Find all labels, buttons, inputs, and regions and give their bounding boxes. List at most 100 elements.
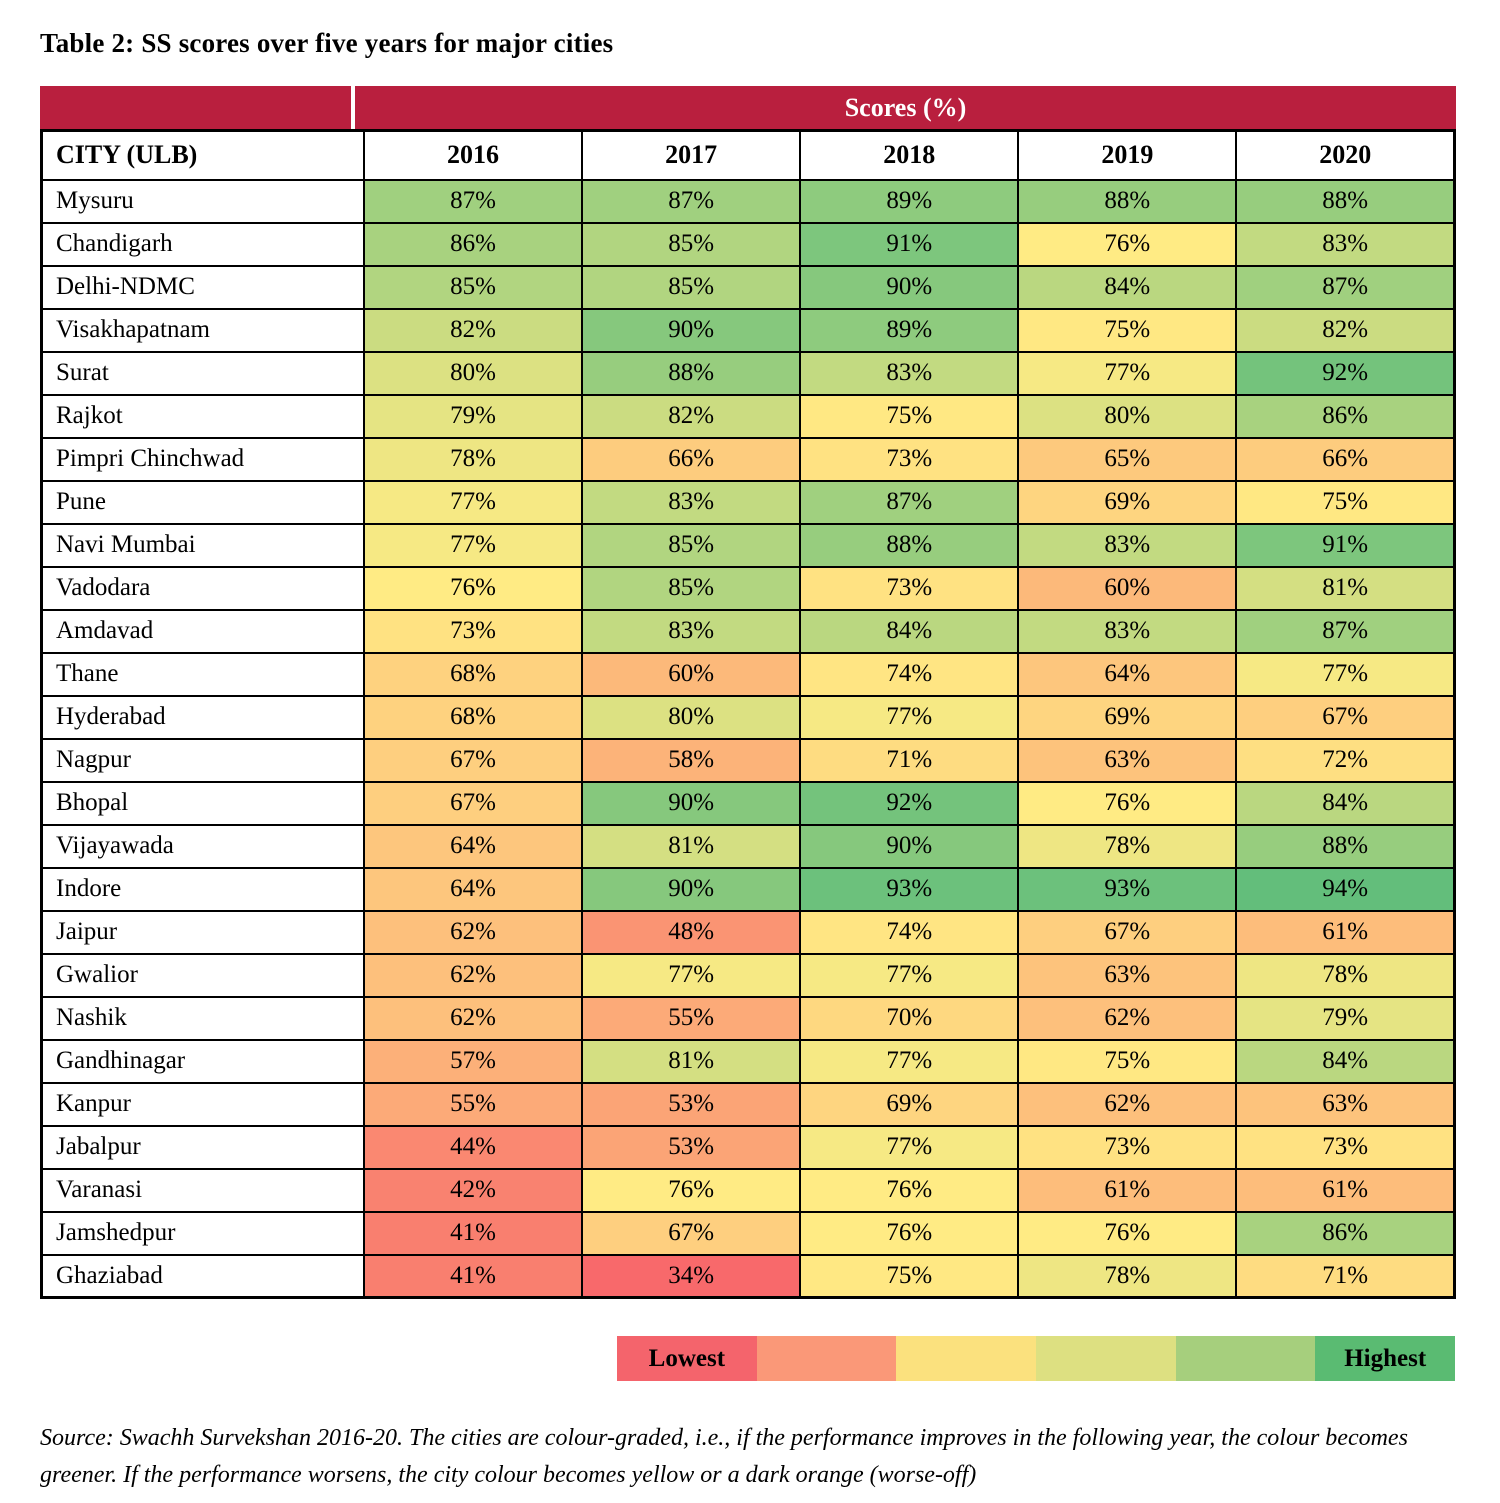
score-cell: 88% — [1017, 178, 1238, 224]
city-name: Pimpri Chinchwad — [40, 436, 365, 482]
score-cell: 85% — [581, 264, 802, 310]
score-cell: 71% — [1235, 1253, 1456, 1299]
score-cell: 64% — [362, 823, 584, 869]
city-name: Nagpur — [40, 737, 365, 783]
city-name: Visakhapatnam — [40, 307, 365, 353]
score-cell: 41% — [362, 1253, 584, 1299]
legend-swatch-2 — [756, 1336, 897, 1381]
table-row: Varanasi 42% 76% 76% 61% 61% — [40, 1167, 1456, 1213]
year-header-2020: 2020 — [1235, 129, 1456, 181]
score-cell: 82% — [581, 393, 802, 439]
year-header-2016: 2016 — [362, 129, 584, 181]
city-name: Kanpur — [40, 1081, 365, 1127]
table-row: Bhopal 67% 90% 92% 76% 84% — [40, 780, 1456, 826]
table-row: Chandigarh 86% 85% 91% 76% 83% — [40, 221, 1456, 267]
score-cell: 90% — [799, 823, 1020, 869]
column-header-row: CITY (ULB) 2016 2017 2018 2019 2020 — [40, 129, 1456, 181]
score-cell: 91% — [799, 221, 1020, 267]
score-cell: 89% — [799, 178, 1020, 224]
score-cell: 53% — [581, 1081, 802, 1127]
score-cell: 75% — [799, 1253, 1020, 1299]
score-cell: 77% — [799, 694, 1020, 740]
score-cell: 66% — [581, 436, 802, 482]
score-cell: 62% — [1017, 995, 1238, 1041]
score-cell: 78% — [1235, 952, 1456, 998]
table-row: Jabalpur 44% 53% 77% 73% 73% — [40, 1124, 1456, 1170]
score-cell: 79% — [362, 393, 584, 439]
legend-swatch-3 — [896, 1336, 1037, 1381]
score-cell: 87% — [581, 178, 802, 224]
score-cell: 84% — [1235, 1038, 1456, 1084]
score-cell: 77% — [362, 479, 584, 525]
table-row: Nashik 62% 55% 70% 62% 79% — [40, 995, 1456, 1041]
score-cell: 85% — [362, 264, 584, 310]
score-cell: 81% — [581, 823, 802, 869]
score-cell: 84% — [1235, 780, 1456, 826]
score-cell: 62% — [362, 909, 584, 955]
source-note: Source: Swachh Survekshan 2016-20. The c… — [40, 1425, 1408, 1489]
score-cell: 73% — [1017, 1124, 1238, 1170]
city-name: Gwalior — [40, 952, 365, 998]
score-cell: 76% — [1017, 1210, 1238, 1256]
score-cell: 63% — [1017, 952, 1238, 998]
score-cell: 61% — [1235, 909, 1456, 955]
city-name: Jaipur — [40, 909, 365, 955]
score-cell: 87% — [1235, 608, 1456, 654]
score-cell: 70% — [799, 995, 1020, 1041]
score-cell: 67% — [362, 737, 584, 783]
score-cell: 61% — [1235, 1167, 1456, 1213]
score-cell: 79% — [1235, 995, 1456, 1041]
score-cell: 74% — [799, 909, 1020, 955]
city-name: Hyderabad — [40, 694, 365, 740]
table-row: Surat 80% 88% 83% 77% 92% — [40, 350, 1456, 396]
score-cell: 74% — [799, 651, 1020, 697]
city-name: Navi Mumbai — [40, 522, 365, 568]
legend-swatch-5 — [1175, 1336, 1316, 1381]
score-cell: 93% — [1017, 866, 1238, 912]
score-cell: 88% — [1235, 823, 1456, 869]
score-cell: 85% — [581, 522, 802, 568]
table-row: Ghaziabad 41% 34% 75% 78% 71% — [40, 1253, 1456, 1299]
score-cell: 60% — [581, 651, 802, 697]
legend-lowest-label: Lowest — [617, 1336, 757, 1381]
score-cell: 63% — [1017, 737, 1238, 783]
score-cell: 90% — [581, 780, 802, 826]
score-cell: 58% — [581, 737, 802, 783]
score-cell: 78% — [1017, 1253, 1238, 1299]
table-row: Hyderabad 68% 80% 77% 69% 67% — [40, 694, 1456, 740]
score-cell: 83% — [581, 608, 802, 654]
city-column-header: CITY (ULB) — [40, 129, 365, 181]
table-row: Pimpri Chinchwad 78% 66% 73% 65% 66% — [40, 436, 1456, 482]
score-cell: 76% — [1017, 780, 1238, 826]
table-row: Vijayawada 64% 81% 90% 78% 88% — [40, 823, 1456, 869]
city-name: Vadodara — [40, 565, 365, 611]
score-cell: 77% — [1017, 350, 1238, 396]
score-cell: 53% — [581, 1124, 802, 1170]
score-cell: 84% — [799, 608, 1020, 654]
score-cell: 85% — [581, 565, 802, 611]
score-cell: 68% — [362, 651, 584, 697]
score-cell: 44% — [362, 1124, 584, 1170]
group-header-city-spacer — [40, 86, 351, 129]
score-cell: 86% — [362, 221, 584, 267]
score-cell: 62% — [362, 952, 584, 998]
score-cell: 73% — [799, 436, 1020, 482]
year-header-2018: 2018 — [799, 129, 1020, 181]
score-cell: 41% — [362, 1210, 584, 1256]
city-name: Chandigarh — [40, 221, 365, 267]
table-row: Kanpur 55% 53% 69% 62% 63% — [40, 1081, 1456, 1127]
table-row: Mysuru 87% 87% 89% 88% 88% — [40, 178, 1456, 224]
city-name: Rajkot — [40, 393, 365, 439]
scores-group-header: Scores (%) — [355, 86, 1456, 129]
score-cell: 78% — [362, 436, 584, 482]
table-row: Pune 77% 83% 87% 69% 75% — [40, 479, 1456, 525]
city-name: Jabalpur — [40, 1124, 365, 1170]
table-row: Thane 68% 60% 74% 64% 77% — [40, 651, 1456, 697]
score-cell: 65% — [1017, 436, 1238, 482]
score-cell: 83% — [581, 479, 802, 525]
score-cell: 84% — [1017, 264, 1238, 310]
score-cell: 66% — [1235, 436, 1456, 482]
score-cell: 72% — [1235, 737, 1456, 783]
score-cell: 90% — [799, 264, 1020, 310]
